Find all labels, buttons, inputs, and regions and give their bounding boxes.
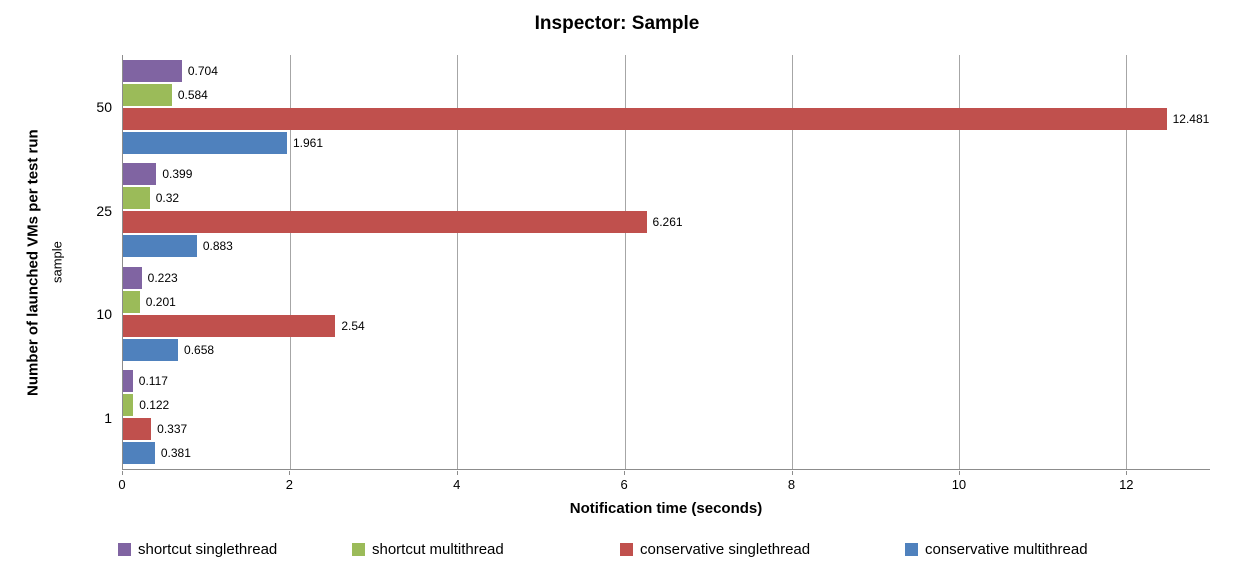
tick-label: 10 bbox=[951, 477, 967, 492]
tick-mark bbox=[1126, 471, 1128, 475]
bar-value-label: 0.337 bbox=[157, 422, 188, 437]
tick-label: 12 bbox=[1119, 477, 1134, 492]
bar-row: 2.54 bbox=[123, 314, 1210, 337]
bar bbox=[123, 290, 140, 313]
tick-mark bbox=[456, 471, 458, 475]
bar-row: 0.122 bbox=[123, 394, 1210, 417]
bar bbox=[123, 107, 1167, 130]
bar-group: 0.704 0.584 12.481 1.961 bbox=[123, 55, 1210, 159]
tick-mark bbox=[289, 471, 291, 475]
bar-row: 0.201 bbox=[123, 290, 1210, 313]
legend-swatch bbox=[352, 543, 365, 556]
tick-mark bbox=[958, 471, 960, 475]
y-axis-subtitle: sample bbox=[49, 241, 65, 284]
chart-title: Inspector: Sample bbox=[534, 13, 700, 34]
bar-group: 0.223 0.201 2.54 0.658 bbox=[123, 262, 1210, 366]
bar-group: 0.399 0.32 6.261 0.883 bbox=[123, 159, 1210, 263]
bar bbox=[123, 338, 179, 361]
gridline bbox=[959, 55, 961, 469]
tick-label: 6 bbox=[620, 477, 628, 492]
category-axis-labels: 50 25 10 1 bbox=[78, 55, 114, 470]
bar-value-label: 0.32 bbox=[155, 191, 180, 206]
tick-label: 4 bbox=[453, 477, 461, 492]
bar bbox=[123, 131, 287, 154]
bar bbox=[123, 235, 197, 258]
legend: shortcut singlethread shortcut multithrea… bbox=[0, 541, 1234, 565]
tick-mark bbox=[624, 471, 626, 475]
category-label: 50 bbox=[96, 98, 112, 115]
bar-value-label: 0.883 bbox=[202, 239, 233, 254]
bar bbox=[123, 266, 142, 289]
bar bbox=[123, 211, 647, 234]
legend-item: conservative multithread bbox=[905, 541, 1088, 558]
bar-row: 0.32 bbox=[123, 187, 1210, 210]
bar-row: 0.399 bbox=[123, 163, 1210, 186]
category-label: 10 bbox=[96, 306, 112, 323]
category-label: 1 bbox=[104, 410, 112, 427]
bar bbox=[123, 314, 336, 337]
bar-value-label: 6.261 bbox=[652, 215, 683, 230]
plot-area: 0.704 0.584 12.481 1.961 0.399 0.32 6.261 0.883… bbox=[122, 55, 1210, 470]
tick-mark bbox=[791, 471, 793, 475]
bar-value-label: 1.961 bbox=[292, 135, 323, 150]
tick-label: 2 bbox=[285, 477, 293, 492]
bar bbox=[123, 59, 182, 82]
legend-item: shortcut singlethread bbox=[118, 541, 277, 558]
bar bbox=[123, 370, 133, 393]
legend-label: shortcut singlethread bbox=[138, 541, 278, 558]
gridline bbox=[457, 55, 459, 469]
bar-value-label: 0.658 bbox=[184, 342, 215, 357]
bar-row: 0.883 bbox=[123, 235, 1210, 258]
x-axis-title: Notification time (seconds) bbox=[569, 500, 763, 517]
tick-mark bbox=[122, 471, 123, 475]
gridline bbox=[290, 55, 292, 469]
bar-row: 0.117 bbox=[123, 370, 1210, 393]
legend-item: conservative singlethread bbox=[620, 541, 810, 558]
bar-value-label: 0.399 bbox=[162, 167, 193, 182]
legend-label: conservative multithread bbox=[925, 541, 1088, 558]
bar-row: 0.381 bbox=[123, 442, 1210, 465]
bar-value-label: 2.54 bbox=[341, 318, 365, 333]
bar bbox=[123, 418, 152, 441]
gridline bbox=[791, 55, 793, 469]
bar-row: 1.961 bbox=[123, 131, 1210, 154]
legend-item: shortcut multithread bbox=[352, 541, 504, 558]
bar-row: 0.658 bbox=[123, 338, 1210, 361]
x-axis-ticks: 0 2 4 6 8 10 12 bbox=[118, 471, 1210, 497]
bar-row: 0.337 bbox=[123, 418, 1210, 441]
bar-row: 0.704 bbox=[123, 59, 1210, 82]
bar-value-label: 0.117 bbox=[138, 374, 168, 389]
tick-label: 8 bbox=[787, 477, 796, 492]
gridline bbox=[624, 55, 626, 469]
bar-value-label: 0.584 bbox=[177, 87, 208, 102]
bar bbox=[123, 163, 157, 186]
tick-label: 0 bbox=[118, 477, 126, 492]
bar-row: 0.223 bbox=[123, 266, 1210, 289]
y-axis-title: Number of launched VMs per test run bbox=[24, 129, 42, 396]
gridline bbox=[1126, 55, 1128, 469]
bar-group: 0.117 0.122 0.337 0.381 bbox=[123, 366, 1210, 470]
bar bbox=[123, 442, 155, 465]
category-label: 25 bbox=[96, 202, 112, 219]
bar-value-label: 12.481 bbox=[1172, 111, 1210, 126]
bar bbox=[123, 187, 150, 210]
legend-swatch bbox=[118, 543, 131, 556]
bar-value-label: 0.223 bbox=[147, 270, 178, 285]
legend-swatch bbox=[620, 543, 633, 556]
bar-value-label: 0.201 bbox=[145, 294, 176, 309]
bar-row: 6.261 bbox=[123, 211, 1210, 234]
bar-row: 0.584 bbox=[123, 83, 1210, 106]
legend-label: conservative singlethread bbox=[640, 541, 811, 558]
bar-value-label: 0.122 bbox=[139, 398, 170, 413]
bar-row: 12.481 bbox=[123, 107, 1210, 130]
bar bbox=[123, 394, 134, 417]
bar-value-label: 0.704 bbox=[187, 63, 218, 78]
legend-label: shortcut multithread bbox=[372, 541, 504, 558]
legend-swatch bbox=[905, 543, 918, 556]
bar-value-label: 0.381 bbox=[160, 446, 191, 461]
bar bbox=[123, 83, 172, 106]
